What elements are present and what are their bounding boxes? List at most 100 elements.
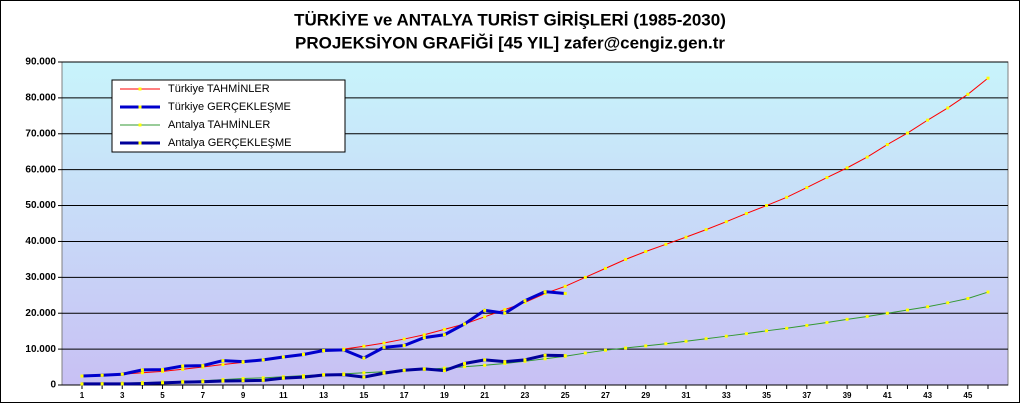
point [845, 166, 849, 170]
point [161, 369, 165, 373]
point [362, 344, 366, 348]
x-tick-label: 37 [802, 391, 811, 400]
point [805, 323, 809, 327]
point [543, 291, 547, 295]
point [261, 376, 265, 380]
point [463, 361, 467, 365]
x-tick-label: 31 [682, 391, 691, 400]
legend-label: Antalya TAHMİNLER [168, 118, 270, 131]
point [865, 314, 869, 318]
point [342, 348, 346, 352]
x-tick-label: 27 [601, 391, 610, 400]
point [603, 348, 607, 352]
y-tick-label: 90.000 [25, 57, 56, 68]
point [161, 381, 165, 385]
point [161, 368, 165, 372]
point [181, 367, 185, 371]
legend-label: Türkiye TAHMİNLER [168, 82, 270, 95]
y-tick-label: 80.000 [25, 93, 56, 104]
legend-marker [138, 87, 142, 91]
point [402, 368, 406, 372]
point [181, 364, 185, 368]
point [744, 211, 748, 215]
point [563, 291, 567, 295]
point [744, 332, 748, 336]
point [80, 382, 84, 386]
x-tick-label: 25 [561, 391, 570, 400]
y-tick-label: 30.000 [25, 272, 56, 283]
point [644, 249, 648, 253]
point [241, 379, 245, 383]
point [201, 380, 205, 384]
point [422, 367, 426, 371]
point [483, 308, 487, 312]
point [140, 371, 144, 375]
chart-subtitle: PROJEKSİYON GRAFİĞİ [45 YIL] zafer@cengi… [295, 33, 725, 52]
point [765, 204, 769, 208]
point [986, 76, 990, 80]
x-tick-label: 29 [641, 391, 650, 400]
point [503, 360, 507, 364]
legend-marker [138, 141, 142, 145]
x-tick-label: 35 [762, 391, 771, 400]
point [785, 326, 789, 330]
point [140, 382, 144, 386]
point [362, 356, 366, 360]
point [684, 235, 688, 239]
point [201, 364, 205, 368]
point [241, 360, 245, 364]
point [704, 228, 708, 232]
point [382, 345, 386, 349]
point [342, 373, 346, 377]
point [543, 290, 547, 294]
series-line [81, 77, 989, 377]
point [523, 300, 527, 304]
x-tick-label: 3 [120, 391, 125, 400]
point [563, 354, 567, 358]
point [442, 369, 446, 373]
point [120, 382, 124, 386]
legend-marker [138, 105, 142, 109]
point [926, 118, 930, 122]
point [503, 361, 507, 365]
point [523, 299, 527, 303]
point [624, 346, 628, 350]
x-tick-label: 23 [520, 391, 529, 400]
point [362, 371, 366, 375]
x-tick-label: 45 [963, 391, 972, 400]
legend: Türkiye TAHMİNLER Türkiye GERÇEKLEŞME Anta… [111, 79, 346, 153]
point [382, 341, 386, 345]
point [301, 352, 305, 356]
x-tick-label: 39 [843, 391, 852, 400]
point [463, 365, 467, 369]
point [221, 379, 225, 383]
point [905, 131, 909, 135]
grid: 0 10.000 20.000 30.000 40.000 50.000 60.000 70.… [25, 57, 1008, 400]
point [402, 344, 406, 348]
x-tick-label: 7 [201, 391, 206, 400]
point [664, 242, 668, 246]
point [100, 373, 104, 377]
point [724, 334, 728, 338]
x-tick-label: 11 [279, 391, 288, 400]
point [281, 355, 285, 359]
x-tick-label: 17 [400, 391, 409, 400]
point [422, 333, 426, 337]
chart-title: TÜRKİYE ve ANTALYA TURİST GİRİŞLERİ (198… [294, 10, 726, 29]
point [704, 337, 708, 341]
x-tick-label: 1 [80, 391, 85, 400]
point [946, 106, 950, 110]
point [442, 327, 446, 331]
x-tick-label: 5 [160, 391, 165, 400]
point [865, 155, 869, 159]
point [442, 333, 446, 337]
y-tick-label: 70.000 [25, 128, 56, 139]
point [140, 368, 144, 372]
marks [80, 76, 990, 386]
point [845, 317, 849, 321]
x-tick-label: 43 [923, 391, 932, 400]
point [603, 266, 607, 270]
point [986, 290, 990, 294]
point [684, 339, 688, 343]
x-tick-label: 9 [241, 391, 246, 400]
